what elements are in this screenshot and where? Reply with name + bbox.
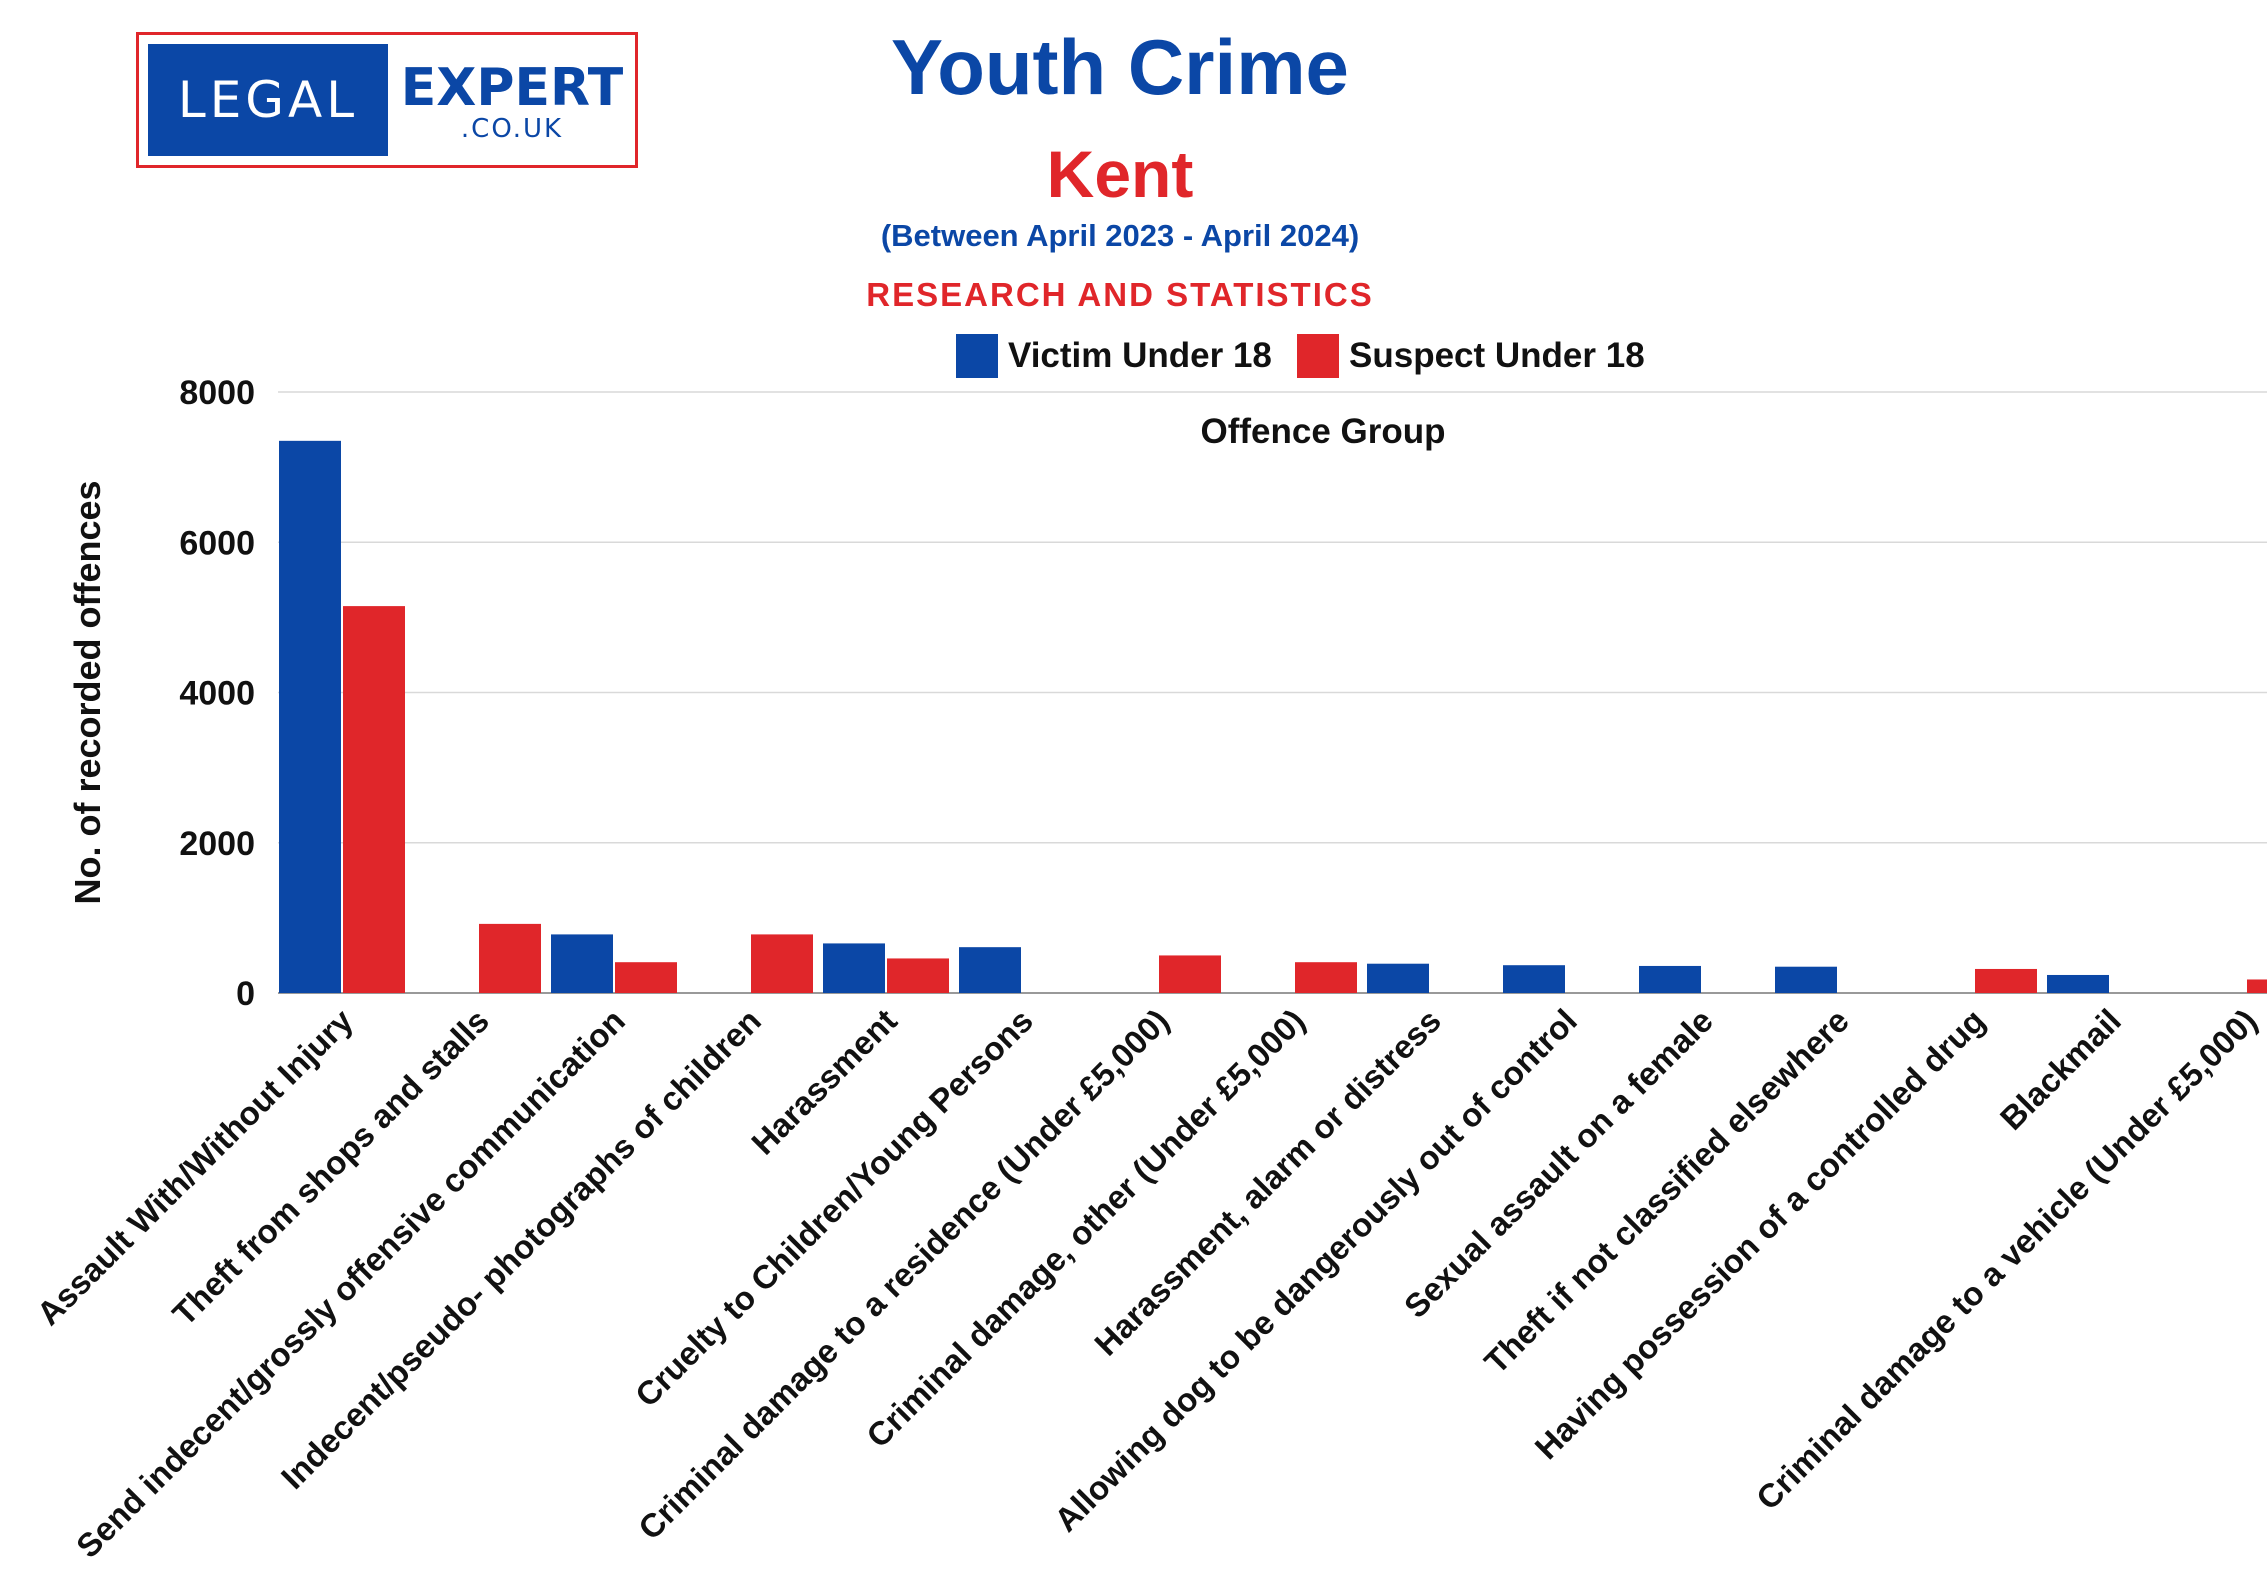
legend-swatch-victim	[956, 334, 998, 378]
logo-expert-text: EXPERT	[400, 58, 624, 118]
bar-victim	[823, 943, 885, 993]
bar-victim	[1775, 966, 1837, 993]
bar-suspect	[2247, 979, 2267, 993]
logo-expert: EXPERT .CO.UK	[397, 44, 627, 156]
bar-victim	[1367, 963, 1429, 993]
legend-label-victim: Victim Under 18	[1008, 336, 1272, 375]
y-tick-label: 0	[236, 975, 255, 1013]
chart-title: Offence Group	[1200, 412, 1445, 451]
x-tick-label: Allowing dog to be dangerously out of co…	[1047, 1002, 1584, 1539]
bar-suspect	[1159, 955, 1221, 993]
logo-legal: LEGAL	[148, 44, 388, 156]
page-title: Youth Crime	[891, 23, 1349, 111]
y-tick-label: 8000	[179, 374, 255, 412]
y-tick-label: 4000	[179, 675, 255, 713]
region-title: Kent	[1046, 137, 1194, 211]
bar-suspect	[887, 958, 949, 993]
bar-suspect	[343, 606, 405, 993]
logo-domain-text: .CO.UK	[460, 114, 564, 144]
y-tick-label: 6000	[179, 524, 255, 562]
tagline: RESEARCH AND STATISTICS	[866, 276, 1374, 313]
legend-label-suspect: Suspect Under 18	[1349, 336, 1645, 375]
bar-victim	[1503, 965, 1565, 993]
bar-suspect	[479, 923, 541, 993]
bar-suspect	[1975, 968, 2037, 993]
x-tick-label: Send indecent/grossly offensive communic…	[69, 1002, 632, 1565]
legend-swatch-suspect	[1297, 334, 1339, 378]
period-subtitle: (Between April 2023 - April 2024)	[880, 218, 1360, 253]
bar-suspect	[1295, 962, 1357, 993]
bar-victim	[279, 440, 341, 993]
logo: LEGAL EXPERT .CO.UK	[136, 32, 638, 168]
bar-victim	[2047, 974, 2109, 993]
x-tick-label: Indecent/pseudo- photographs of children	[274, 1002, 768, 1496]
bar-suspect	[615, 962, 677, 993]
bar-victim	[551, 934, 613, 993]
y-tick-label: 2000	[179, 825, 255, 863]
bar-victim	[959, 947, 1021, 993]
bar-victim	[1639, 965, 1701, 993]
bar-suspect	[751, 934, 813, 993]
y-axis-label: No. of recorded offences	[67, 480, 108, 904]
x-tick-label: Criminal damage to a vehicle (Under £5,0…	[1749, 1002, 2264, 1517]
x-tick-label: Blackmail	[1993, 1002, 2128, 1137]
